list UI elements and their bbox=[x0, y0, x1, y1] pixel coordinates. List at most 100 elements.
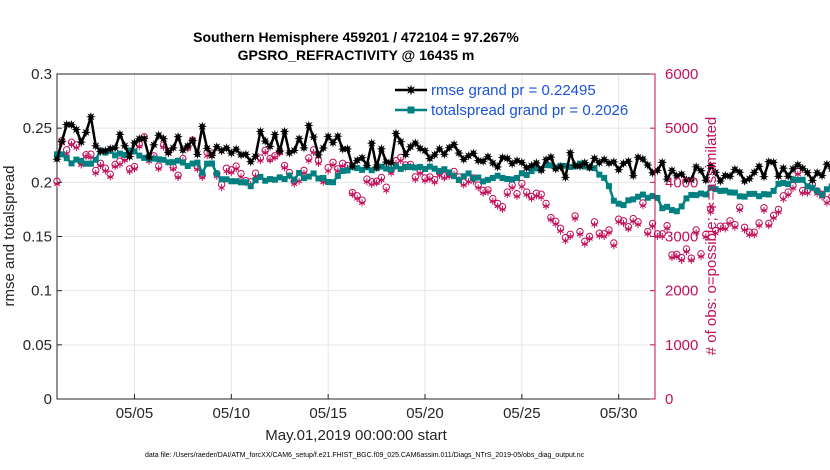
rmse-point bbox=[604, 158, 614, 168]
totalspread-point bbox=[179, 159, 186, 166]
rmse-point bbox=[207, 150, 217, 161]
rmse-point bbox=[817, 170, 827, 181]
obs-assimilated-point bbox=[678, 256, 685, 264]
y-right-tick-label: 3000 bbox=[665, 229, 698, 246]
rmse-point bbox=[342, 144, 353, 154]
obs-assimilated-point bbox=[712, 229, 719, 237]
totalspread-point bbox=[635, 193, 642, 200]
totalspread-point bbox=[218, 176, 225, 183]
totalspread-point bbox=[325, 179, 332, 186]
obs-assimilated-point bbox=[600, 233, 608, 240]
obs-assimilated-point bbox=[489, 197, 497, 205]
obs-assimilated-point bbox=[586, 235, 593, 243]
obs-assimilated-point bbox=[508, 184, 516, 192]
rmse-point bbox=[197, 121, 208, 132]
obs-assimilated-point bbox=[218, 184, 225, 192]
totalspread-point bbox=[170, 159, 177, 166]
rmse-point bbox=[260, 136, 271, 146]
rmse-point bbox=[76, 137, 87, 147]
totalspread-point bbox=[300, 175, 307, 182]
obs-assimilated-point bbox=[257, 157, 264, 165]
obs-assimilated-point bbox=[412, 176, 419, 184]
obs-assimilated-point bbox=[673, 253, 681, 261]
totalspread-point bbox=[291, 176, 298, 183]
totalspread-point bbox=[741, 193, 748, 200]
rmse-point bbox=[696, 165, 706, 176]
rmse-point bbox=[773, 171, 784, 182]
totalspread-point bbox=[446, 169, 453, 176]
obs-assimilated-point bbox=[504, 191, 511, 199]
obs-assimilated-point bbox=[353, 195, 361, 203]
totalspread-point bbox=[514, 175, 520, 181]
obs-assimilated-point bbox=[421, 177, 429, 185]
totalspread-point bbox=[378, 163, 385, 170]
totalspread-point bbox=[208, 160, 215, 167]
rmse-point bbox=[584, 162, 595, 173]
rmse-point bbox=[347, 161, 358, 171]
x-tick-label: 05/25 bbox=[503, 405, 541, 422]
obs-assimilated-point bbox=[610, 242, 618, 250]
obs-assimilated-point bbox=[770, 214, 777, 222]
rmse-point bbox=[391, 128, 401, 139]
rmse-point bbox=[594, 157, 605, 168]
totalspread-point bbox=[756, 193, 763, 200]
rmse-point bbox=[609, 157, 619, 167]
totalspread-point bbox=[402, 163, 409, 170]
totalspread-point bbox=[649, 193, 656, 200]
rmse-point bbox=[517, 157, 527, 168]
rmse-point bbox=[328, 137, 338, 148]
obs-assimilated-point bbox=[73, 144, 80, 152]
totalspread-point bbox=[610, 197, 617, 204]
obs-assimilated-point bbox=[547, 216, 555, 224]
totalspread-point bbox=[533, 165, 540, 172]
rmse-point bbox=[90, 141, 101, 151]
obs-assimilated-point bbox=[726, 220, 734, 227]
legend: rmse grand pr = 0.22495 totalspread gran… bbox=[395, 82, 628, 119]
rmse-point bbox=[458, 154, 469, 165]
totalspread-point bbox=[310, 170, 317, 177]
obs-assimilated-point bbox=[736, 206, 744, 214]
totalspread-point bbox=[436, 168, 443, 175]
rmse-point bbox=[802, 167, 813, 178]
rmse-point bbox=[241, 149, 251, 160]
obs-assimilated-point bbox=[615, 218, 622, 226]
rmse-point bbox=[487, 158, 498, 168]
rmse-point bbox=[734, 167, 745, 178]
rmse-point bbox=[410, 138, 421, 148]
rmse-point bbox=[71, 124, 82, 135]
rmse-point bbox=[371, 162, 382, 172]
totalspread-point bbox=[765, 191, 772, 198]
obs-assimilated-point bbox=[281, 164, 288, 172]
rmse-point bbox=[357, 152, 367, 163]
x-tick-label: 05/15 bbox=[309, 405, 347, 422]
rmse-point bbox=[793, 159, 803, 170]
obs-assimilated-point bbox=[804, 189, 811, 197]
totalspread-point bbox=[736, 193, 743, 200]
rmse-point bbox=[768, 157, 779, 168]
obs-assimilated-point bbox=[349, 190, 356, 198]
rmse-point bbox=[279, 126, 290, 137]
obs-assimilated-point bbox=[523, 191, 530, 199]
obs-assimilated-point bbox=[576, 230, 584, 238]
obs-assimilated-point bbox=[315, 159, 322, 167]
rmse-point bbox=[149, 140, 159, 150]
totalspread-point bbox=[712, 186, 719, 193]
totalspread-point bbox=[484, 176, 491, 183]
totalspread-point bbox=[407, 164, 414, 171]
rmse-point bbox=[701, 175, 711, 186]
rmse-point bbox=[778, 163, 789, 173]
totalspread-point bbox=[591, 165, 598, 172]
x-axis-label: May.01,2019 00:00:00 start bbox=[265, 427, 447, 444]
totalspread-point bbox=[87, 160, 94, 167]
totalspread-point bbox=[659, 205, 666, 212]
rmse-point bbox=[405, 142, 416, 152]
legend-rmse-label: rmse grand pr = 0.22495 bbox=[431, 82, 596, 99]
legend-totalspread-label: totalspread grand pr = 0.2026 bbox=[431, 102, 628, 119]
rmse-point bbox=[57, 136, 67, 147]
totalspread-point bbox=[426, 163, 433, 170]
totalspread-point bbox=[165, 159, 172, 166]
obs-assimilated-point bbox=[697, 253, 705, 261]
totalspread-point bbox=[799, 176, 806, 183]
totalspread-point bbox=[141, 154, 148, 161]
totalspread-point bbox=[780, 179, 787, 186]
